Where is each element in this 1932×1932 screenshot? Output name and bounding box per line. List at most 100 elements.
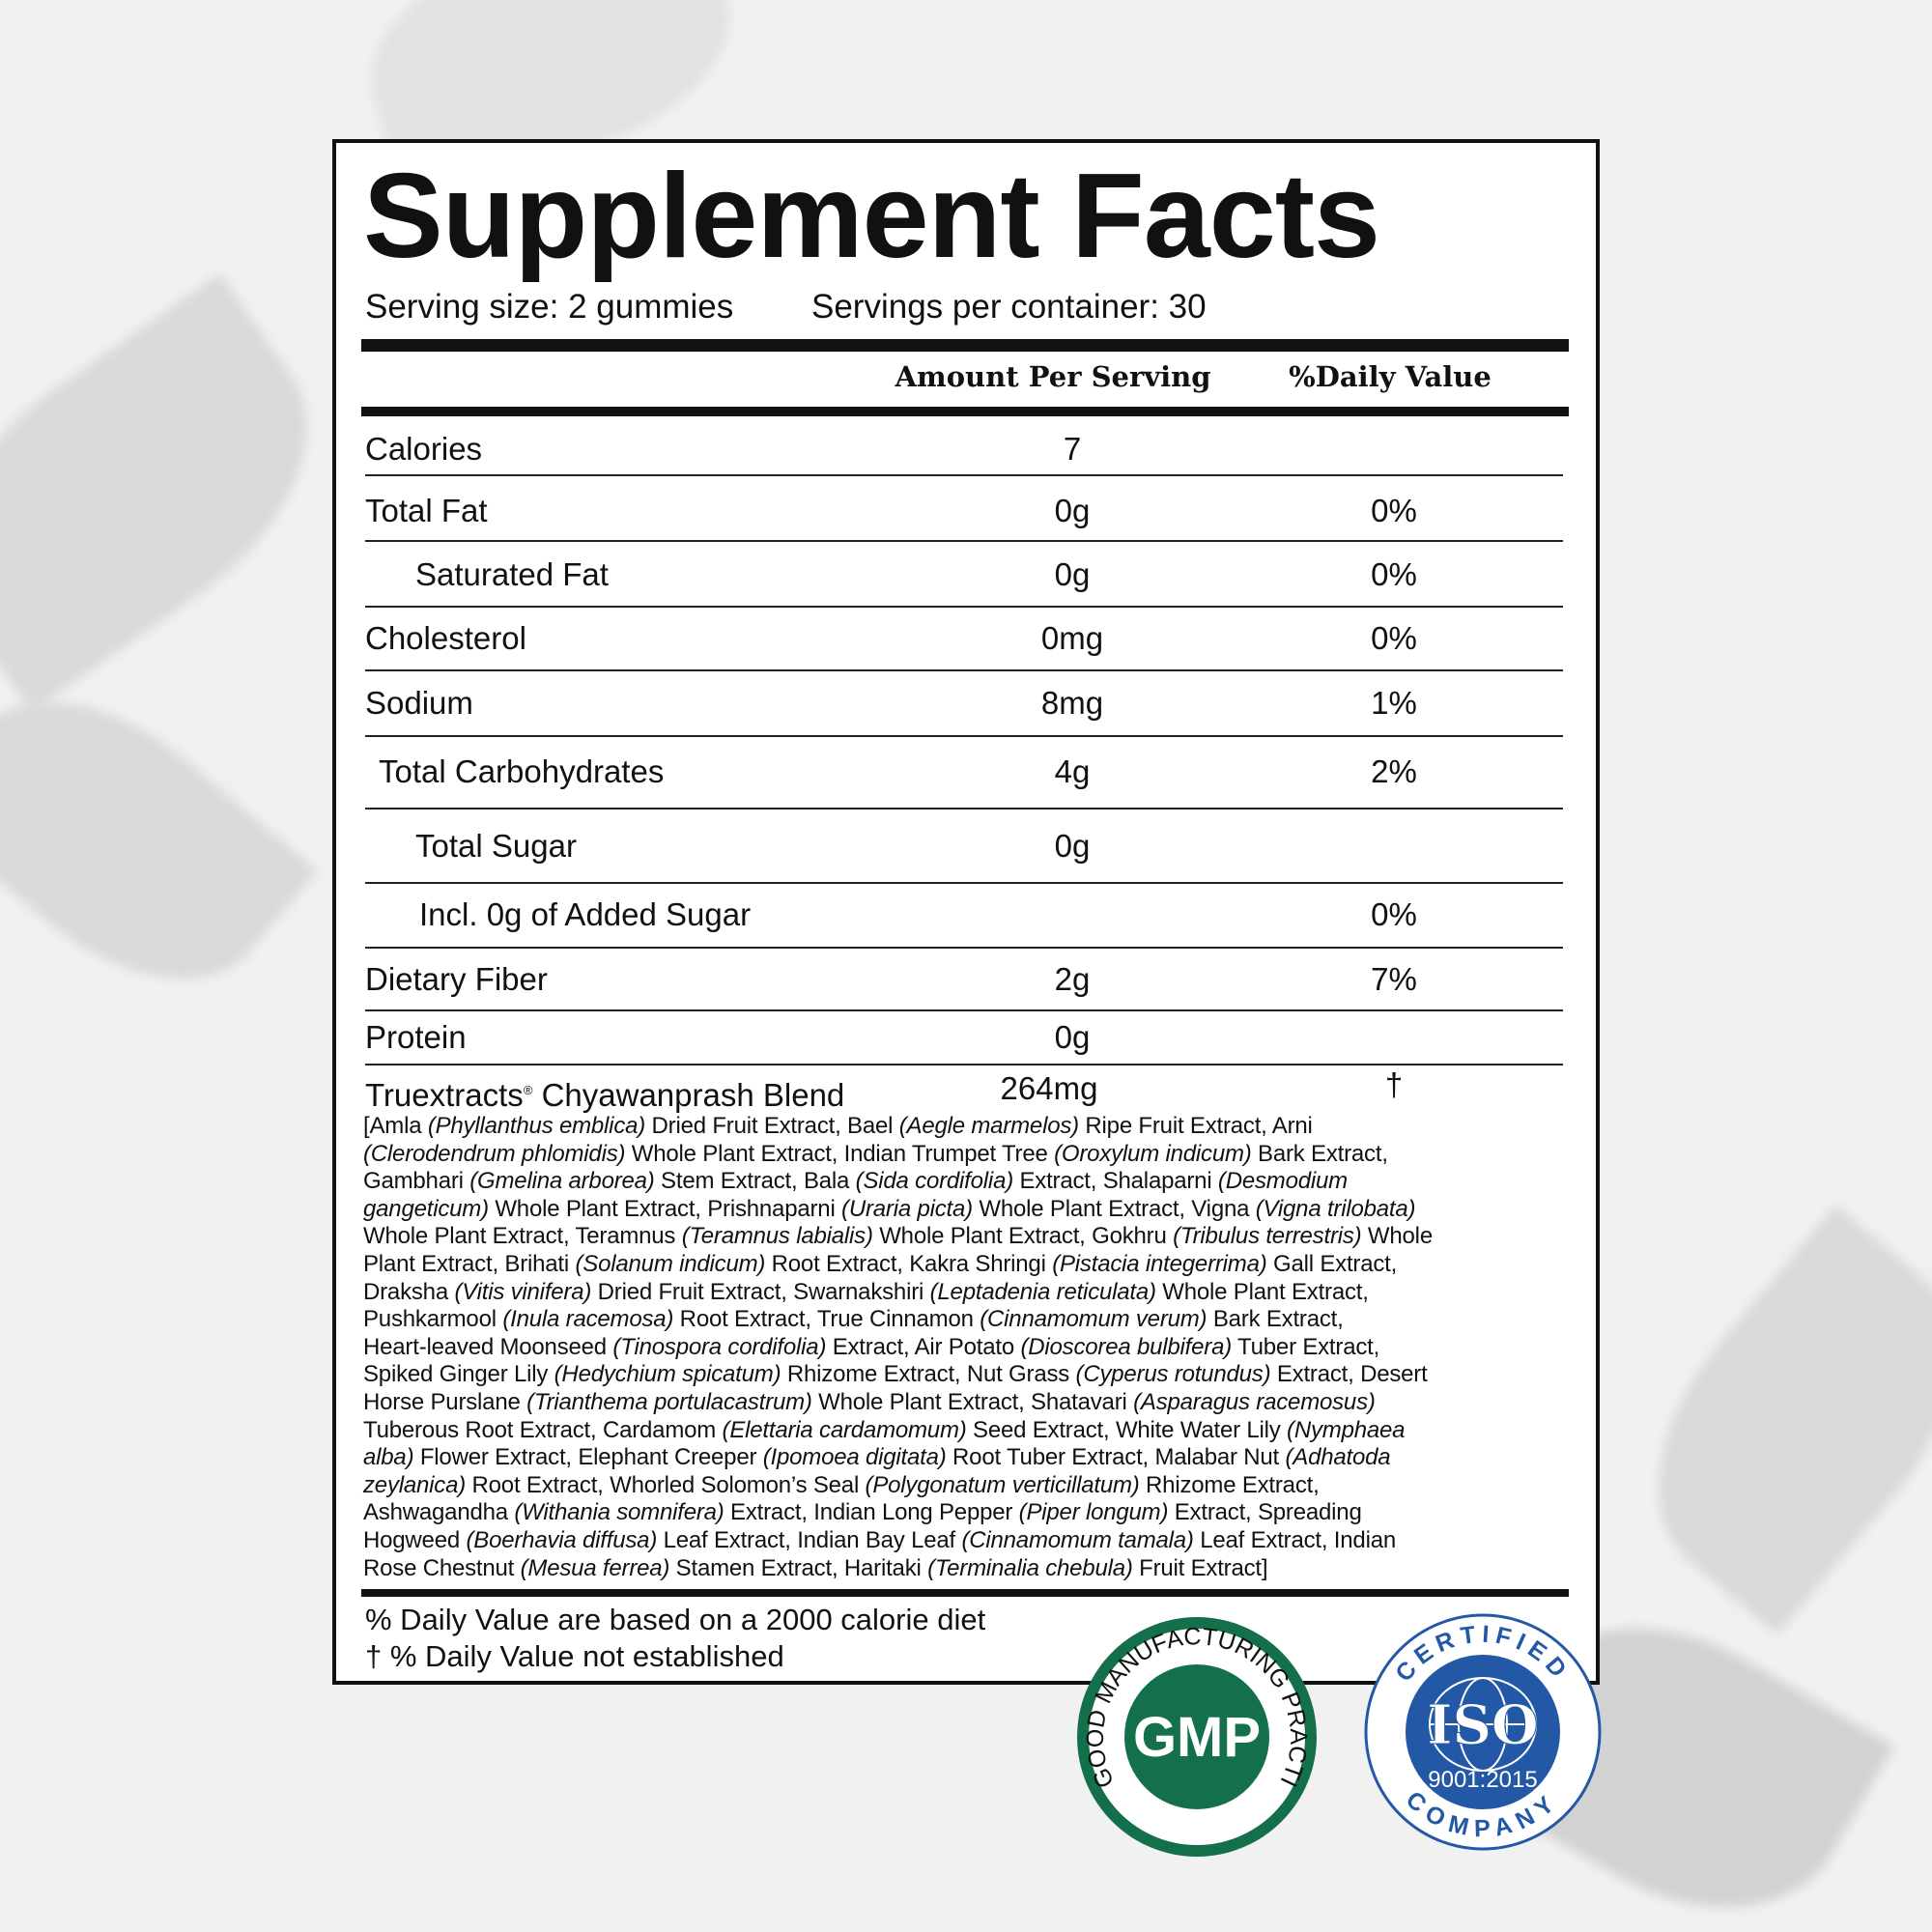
- ingredient-botanical-name: (Teramnus labialis): [681, 1223, 873, 1250]
- registered-mark: ®: [523, 1083, 533, 1097]
- ingredient-text: Root Extract, Whorled Solomon’s Seal: [466, 1471, 866, 1498]
- nutrient-label: Calories: [365, 431, 483, 467]
- iso-badge: ISO 9001:2015 CERTIFIED COMPANY: [1364, 1613, 1602, 1851]
- row-divider: [365, 808, 1563, 810]
- ingredient-text: Extract, Spreading: [1168, 1499, 1362, 1526]
- nutrient-label: Total Carbohydrates: [379, 753, 665, 789]
- ingredient-line: Spiked Ginger Lily (Hedychium spicatum) …: [363, 1361, 1571, 1389]
- gmp-badge: GOOD MANUFACTURING PRACTICE GMP: [1074, 1614, 1317, 1857]
- ingredient-botanical-name: (Inula racemosa): [502, 1306, 674, 1333]
- nutrient-amount: 0g: [1054, 493, 1091, 528]
- ingredient-botanical-name: (Ipomoea digitata): [762, 1444, 947, 1471]
- nutrient-amount: 0g: [1054, 828, 1091, 864]
- ingredient-text: Extract, Desert: [1270, 1361, 1428, 1388]
- ingredient-text: Bark Extract,: [1251, 1140, 1388, 1167]
- ingredient-line: Hogweed (Boerhavia diffusa) Leaf Extract…: [363, 1527, 1571, 1555]
- ingredient-line: Horse Purslane (Trianthema portulacastru…: [363, 1389, 1571, 1417]
- ingredient-botanical-name: (Tinospora cordifolia): [612, 1333, 827, 1360]
- ingredient-text: Hogweed: [363, 1526, 467, 1553]
- nutrient-daily-value: 0%: [1371, 556, 1417, 592]
- blend-brand: Truextracts: [365, 1077, 524, 1113]
- nutrient-daily-value: 0%: [1371, 896, 1417, 932]
- ingredient-botanical-name: (Adhatoda: [1285, 1444, 1391, 1471]
- ingredient-text: Ripe Fruit Extract, Arni: [1078, 1113, 1313, 1139]
- row-divider: [365, 1064, 1563, 1065]
- ingredient-line: [Amla (Phyllanthus emblica) Dried Fruit …: [363, 1113, 1571, 1141]
- ingredient-text: Ashwagandha: [363, 1499, 515, 1526]
- ingredient-text: Tuberous Root Extract, Cardamom: [363, 1416, 723, 1443]
- nutrient-amount: 2g: [1054, 961, 1091, 997]
- ingredient-line: Plant Extract, Brihati (Solanum indicum)…: [363, 1251, 1571, 1279]
- ingredient-line: Whole Plant Extract, Teramnus (Teramnus …: [363, 1223, 1571, 1251]
- ingredient-line: alba) Flower Extract, Elephant Creeper (…: [363, 1444, 1571, 1472]
- row-divider: [365, 882, 1563, 884]
- nutrient-label: Dietary Fiber: [365, 961, 548, 997]
- servings-per-container: Servings per container: 30: [811, 288, 1207, 326]
- ingredient-botanical-name: (Asparagus racemosus): [1133, 1388, 1376, 1415]
- ingredient-text: Leaf Extract, Indian Bay Leaf: [657, 1526, 962, 1553]
- globe-icon: [1429, 1677, 1537, 1772]
- ingredient-text: Spiked Ginger Lily: [363, 1361, 554, 1388]
- nutrient-amount: 0g: [1054, 1019, 1091, 1055]
- ingredient-text: Whole: [1361, 1223, 1433, 1250]
- ingredient-line: Rose Chestnut (Mesua ferrea) Stamen Extr…: [363, 1555, 1571, 1583]
- leaf-shadow: [0, 647, 318, 1034]
- iso-standard-text: 9001:2015: [1428, 1767, 1537, 1793]
- header-daily-value: %Daily Value: [1289, 360, 1492, 393]
- footnote-dagger: † % Daily Value not established: [365, 1639, 784, 1673]
- ingredient-botanical-name: (Clerodendrum phlomidis): [363, 1140, 626, 1167]
- ingredient-text: Whole Plant Extract, Prishnaparni: [488, 1195, 842, 1222]
- ingredient-text: Rose Chestnut: [363, 1554, 521, 1581]
- ingredient-botanical-name: (Polygonatum verticillatum): [865, 1471, 1140, 1498]
- ingredient-botanical-name: (Sida cordifolia): [855, 1168, 1014, 1195]
- nutrient-label: Cholesterol: [365, 620, 526, 656]
- blend-name: Chyawanprash Blend: [541, 1077, 845, 1113]
- nutrient-daily-value: 2%: [1371, 753, 1417, 789]
- nutrient-label: Sodium: [365, 685, 473, 721]
- nutrient-amount: 8mg: [1040, 685, 1104, 721]
- nutrient-label: Total Sugar: [415, 828, 577, 864]
- ingredient-botanical-name: (Cinnamomum verum): [980, 1306, 1208, 1333]
- ingredient-botanical-name: (Terminalia chebula): [927, 1554, 1133, 1581]
- ingredient-line: (Clerodendrum phlomidis) Whole Plant Ext…: [363, 1141, 1571, 1169]
- nutrient-label: Incl. 0g of Added Sugar: [419, 896, 752, 932]
- ingredient-botanical-name: (Aegle marmelos): [898, 1113, 1079, 1139]
- ingredient-text: Gambhari: [363, 1168, 470, 1195]
- nutrient-label: Saturated Fat: [415, 556, 609, 592]
- header-amount: Amount Per Serving: [895, 360, 1211, 393]
- ingredient-botanical-name: gangeticum): [363, 1195, 489, 1222]
- ingredient-botanical-name: (Solanum indicum): [575, 1250, 766, 1277]
- ingredient-text: Dried Fruit Extract, Bael: [645, 1113, 899, 1139]
- row-divider: [365, 606, 1563, 608]
- ingredient-line: Heart-leaved Moonseed (Tinospora cordifo…: [363, 1334, 1571, 1362]
- ingredient-text: Draksha: [363, 1278, 455, 1305]
- ingredient-botanical-name: (Withania somnifera): [514, 1499, 724, 1526]
- ingredient-line: Pushkarmool (Inula racemosa) Root Extrac…: [363, 1306, 1571, 1334]
- ingredient-text: Whole Plant Extract, Teramnus: [363, 1223, 682, 1250]
- ingredient-text: Whole Plant Extract, Shatavari: [811, 1388, 1134, 1415]
- ingredient-text: Dried Fruit Extract, Swarnakshiri: [591, 1278, 930, 1305]
- row-divider: [365, 669, 1563, 671]
- supplement-facts-panel: Supplement Facts Serving size: 2 gummies…: [332, 139, 1600, 1685]
- row-divider: [365, 474, 1563, 476]
- ingredient-text: Bark Extract,: [1207, 1306, 1344, 1333]
- ingredient-botanical-name: (Vigna trilobata): [1255, 1195, 1416, 1222]
- divider-thick: [361, 339, 1569, 352]
- ingredient-text: Plant Extract, Brihati: [363, 1250, 576, 1277]
- ingredient-text: Whole Plant Extract, Gokhru: [872, 1223, 1174, 1250]
- ingredient-botanical-name: (Piper longum): [1018, 1499, 1169, 1526]
- ingredient-line: zeylanica) Root Extract, Whorled Solomon…: [363, 1472, 1571, 1500]
- row-divider: [365, 735, 1563, 737]
- ingredient-botanical-name: (Trianthema portulacastrum): [526, 1388, 812, 1415]
- ingredients-list: [Amla (Phyllanthus emblica) Dried Fruit …: [363, 1113, 1571, 1582]
- ingredient-botanical-name: (Pistacia integerrima): [1052, 1250, 1267, 1277]
- ingredient-text: Leaf Extract, Indian: [1193, 1526, 1396, 1553]
- footnote-daily-value: % Daily Value are based on a 2000 calori…: [365, 1603, 986, 1636]
- ingredient-text: Rhizome Extract, Nut Grass: [781, 1361, 1076, 1388]
- nutrient-amount: 7: [1063, 431, 1082, 467]
- gmp-inner-circle: [1124, 1664, 1269, 1809]
- row-divider: [365, 540, 1563, 542]
- ingredient-botanical-name: (Phyllanthus emblica): [427, 1113, 646, 1139]
- ingredient-botanical-name: (Oroxylum indicum): [1054, 1140, 1252, 1167]
- ingredient-botanical-name: (Mesua ferrea): [520, 1554, 670, 1581]
